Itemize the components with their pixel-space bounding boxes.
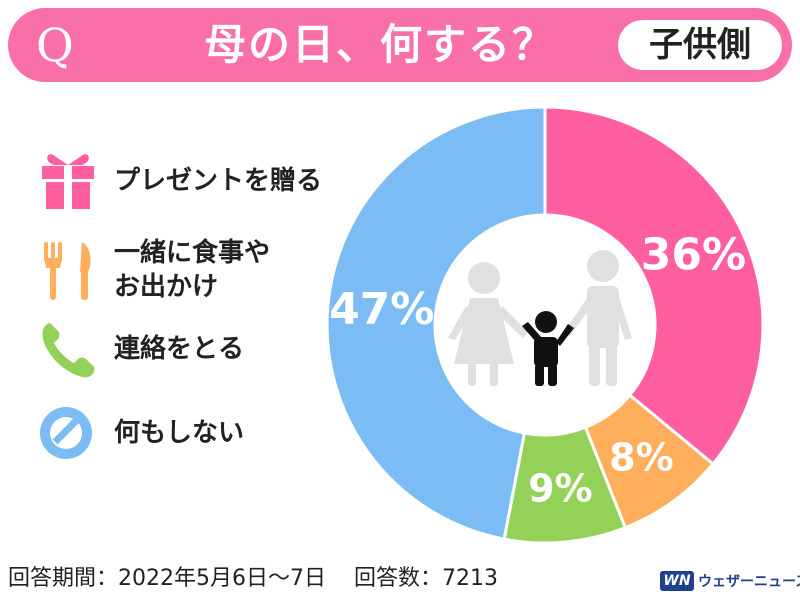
legend-item-nothing: 何もしない bbox=[36, 403, 244, 463]
brand-mark: WN bbox=[660, 571, 694, 591]
gift-icon bbox=[42, 154, 94, 209]
slice-value-label: 36% bbox=[641, 230, 746, 281]
family-icon bbox=[448, 250, 632, 386]
response-count: 回答数：7213 bbox=[353, 566, 498, 591]
weathernews-logo: WN ウェザーニュース bbox=[660, 570, 800, 592]
survey-info: 回答期間：2022年5月6日～7日 回答数：7213 bbox=[8, 564, 498, 594]
father-figure bbox=[564, 250, 632, 386]
slice-value-label: 9% bbox=[528, 466, 593, 510]
no-sign-icon bbox=[40, 407, 92, 459]
child-figure bbox=[522, 311, 574, 386]
question-mark-label: Q bbox=[36, 18, 74, 72]
page-title: 母の日、何する？ bbox=[204, 20, 557, 69]
title-banner: Q 母の日、何する？ 子供側 bbox=[8, 8, 792, 82]
fork-knife-icon bbox=[44, 242, 91, 300]
legend-item-meal: 一緒に食事や お出かけ bbox=[36, 234, 270, 306]
legend-label: 連絡をとる bbox=[114, 334, 245, 364]
legend-label: 何もしない bbox=[114, 418, 245, 448]
slice-value-label: 8% bbox=[609, 436, 674, 480]
slice-value-label: 47% bbox=[329, 284, 434, 335]
legend-item-contact: 連絡をとる bbox=[36, 319, 244, 379]
brand-name: ウェザーニュース bbox=[698, 574, 800, 590]
respondent-side-badge: 子供側 bbox=[618, 20, 782, 70]
legend-label: 一緒に食事や お出かけ bbox=[114, 238, 271, 302]
legend-label: プレゼントを贈る bbox=[114, 166, 323, 196]
phone-icon bbox=[42, 323, 95, 378]
mother-figure bbox=[448, 262, 528, 386]
donut-chart: 36% 8% 9% 47% bbox=[325, 105, 765, 545]
survey-period: 回答期間：2022年5月6日～7日 bbox=[8, 566, 326, 591]
donut-slice bbox=[543, 105, 765, 467]
donut-slice bbox=[325, 105, 547, 541]
legend-item-present: プレゼントを贈る bbox=[36, 151, 322, 211]
